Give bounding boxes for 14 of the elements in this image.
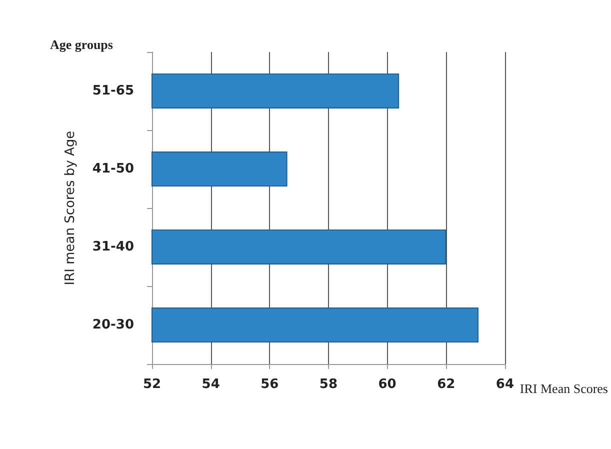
- text: Age groups: [50, 37, 113, 52]
- y-axis-title: IRI mean Scores by Age: [63, 130, 78, 286]
- y-tick-label: 51-65: [92, 84, 134, 98]
- x-axis-title: IRI Mean Scores: [520, 381, 608, 396]
- x-tick-label: 62: [437, 377, 456, 392]
- x-tick-label: 60: [378, 377, 396, 392]
- y-tick-label: 20-30: [92, 318, 134, 332]
- x-tick-label: 54: [202, 377, 220, 392]
- y-tick-label: 41-50: [92, 162, 134, 176]
- x-tick-label: 64: [496, 377, 514, 392]
- y-tick-label: 31-40: [92, 240, 134, 254]
- x-tick-label: 56: [260, 377, 279, 392]
- x-tick-label: 58: [319, 377, 338, 392]
- x-tick-label: 52: [142, 377, 162, 392]
